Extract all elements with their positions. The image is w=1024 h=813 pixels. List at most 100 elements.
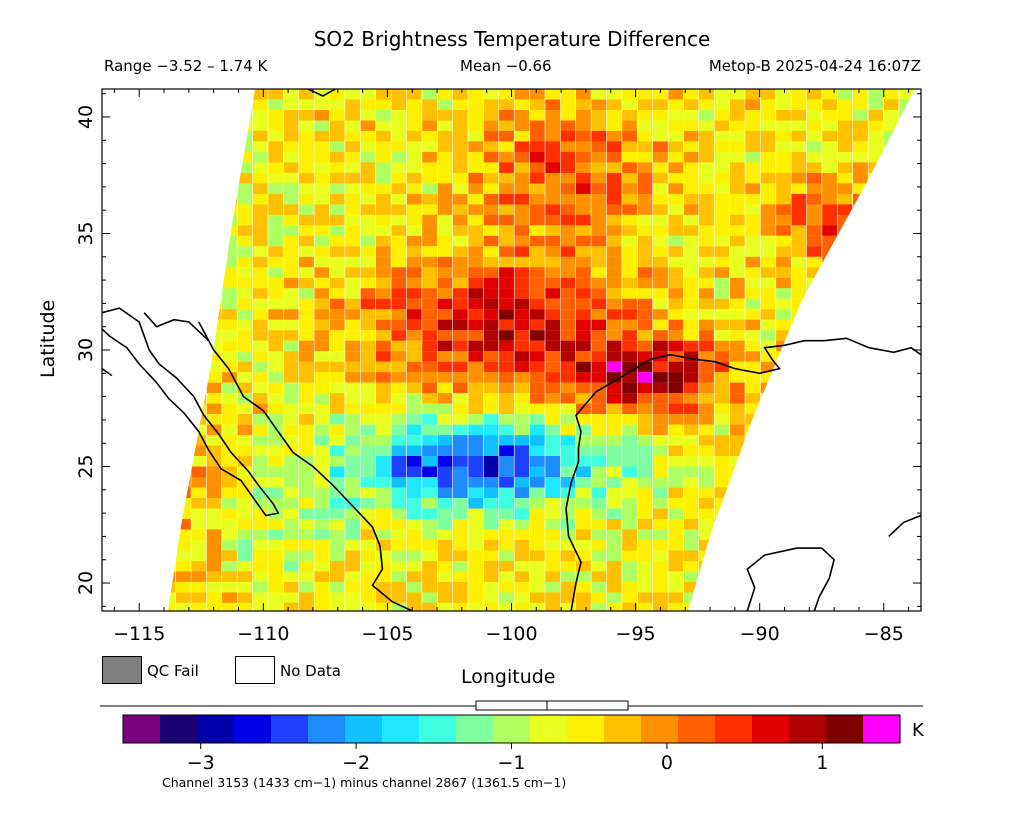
heatmap-cell bbox=[468, 99, 484, 111]
heatmap-cell bbox=[268, 330, 284, 341]
heatmap-cell bbox=[176, 151, 191, 163]
heatmap-cell bbox=[591, 393, 607, 404]
heatmap-cell bbox=[668, 267, 684, 278]
heatmap-cell bbox=[391, 130, 407, 142]
heatmap-cell bbox=[406, 393, 422, 404]
heatmap-cell bbox=[406, 351, 422, 362]
heatmap-cell bbox=[252, 309, 268, 320]
heatmap-cell bbox=[576, 235, 591, 247]
heatmap-cell bbox=[653, 225, 668, 236]
heatmap-cell bbox=[745, 477, 761, 488]
heatmap-cell bbox=[653, 602, 668, 611]
heatmap-cell bbox=[376, 204, 391, 215]
heatmap-cell bbox=[114, 330, 129, 341]
heatmap-cell bbox=[637, 456, 653, 467]
heatmap-cell bbox=[745, 225, 761, 236]
heatmap-cell bbox=[206, 539, 222, 551]
heatmap-cell bbox=[168, 120, 176, 132]
heatmap-cell bbox=[145, 509, 160, 520]
heatmap-cell bbox=[699, 477, 714, 488]
heatmap-cell bbox=[283, 235, 299, 247]
heatmap-cell bbox=[468, 477, 484, 488]
heatmap-cell bbox=[252, 235, 268, 247]
heatmap-cell bbox=[222, 602, 237, 611]
heatmap-cell bbox=[576, 592, 591, 603]
heatmap-cell bbox=[699, 110, 714, 121]
heatmap-cell bbox=[237, 351, 253, 362]
heatmap-cell bbox=[329, 445, 345, 457]
heatmap-cell bbox=[499, 267, 514, 278]
heatmap-cell bbox=[237, 382, 253, 394]
heatmap-cell bbox=[822, 445, 837, 457]
heatmap-cell bbox=[576, 204, 591, 215]
heatmap-cell bbox=[545, 477, 561, 488]
heatmap-cell bbox=[883, 361, 899, 373]
heatmap-cell bbox=[360, 193, 376, 205]
heatmap-cell bbox=[591, 613, 606, 624]
heatmap-cell bbox=[499, 445, 514, 457]
heatmap-cells bbox=[114, 89, 915, 624]
heatmap-cell bbox=[591, 372, 607, 383]
x-tick-label: −85 bbox=[864, 623, 904, 645]
heatmap-cell bbox=[899, 330, 914, 341]
heatmap-cell bbox=[345, 550, 360, 561]
heatmap-cell bbox=[268, 445, 284, 457]
heatmap-cell bbox=[591, 214, 607, 226]
heatmap-cell bbox=[822, 372, 837, 383]
heatmap-cell bbox=[729, 141, 745, 152]
heatmap-cell bbox=[576, 508, 591, 520]
heatmap-cell bbox=[776, 110, 791, 121]
heatmap-cell bbox=[683, 330, 699, 341]
heatmap-cell bbox=[130, 110, 145, 121]
heatmap-cell bbox=[376, 539, 391, 551]
heatmap-cell bbox=[329, 267, 345, 278]
heatmap-cell bbox=[391, 214, 407, 226]
heatmap-cell bbox=[637, 340, 653, 352]
heatmap-cell bbox=[191, 298, 207, 310]
colorbar-segment bbox=[493, 715, 531, 743]
heatmap-cell bbox=[714, 319, 730, 331]
heatmap-cell bbox=[729, 498, 745, 509]
heatmap-cell bbox=[468, 571, 484, 582]
heatmap-cell bbox=[576, 225, 591, 236]
heatmap-cell bbox=[729, 99, 745, 111]
heatmap-cell bbox=[606, 235, 622, 247]
heatmap-cell bbox=[668, 288, 684, 299]
heatmap-cell bbox=[914, 204, 915, 215]
heatmap-cell bbox=[822, 141, 837, 152]
heatmap-cell bbox=[299, 560, 314, 572]
heatmap-cell bbox=[514, 162, 530, 173]
heatmap-cell bbox=[806, 393, 822, 404]
heatmap-cell bbox=[791, 424, 807, 436]
heatmap-cell bbox=[729, 382, 745, 394]
heatmap-cell bbox=[130, 173, 145, 184]
heatmap-cell bbox=[452, 288, 468, 299]
heatmap-cell bbox=[206, 414, 222, 425]
heatmap-cell bbox=[853, 267, 868, 278]
heatmap-cell bbox=[545, 508, 561, 520]
heatmap-cell bbox=[899, 99, 914, 111]
heatmap-cell bbox=[222, 162, 237, 173]
heatmap-cell bbox=[622, 602, 637, 611]
heatmap-cell bbox=[806, 319, 822, 331]
heatmap-cell bbox=[391, 382, 407, 394]
heatmap-cell bbox=[514, 372, 530, 383]
heatmap-cell bbox=[252, 89, 268, 100]
heatmap-cell bbox=[168, 204, 176, 215]
heatmap-cell bbox=[222, 592, 237, 603]
heatmap-cell bbox=[914, 456, 915, 467]
heatmap-cell bbox=[668, 393, 684, 404]
heatmap-cell bbox=[545, 330, 561, 341]
y-axis-label: Latitude bbox=[37, 299, 59, 378]
heatmap-cell bbox=[360, 277, 376, 289]
heatmap-cell bbox=[883, 193, 899, 205]
heatmap-cell bbox=[406, 246, 422, 257]
heatmap-cell bbox=[329, 529, 345, 540]
heatmap-cell bbox=[714, 602, 730, 611]
heatmap-cell bbox=[545, 99, 561, 111]
heatmap-cell bbox=[837, 256, 853, 268]
heatmap-cell bbox=[376, 456, 391, 467]
heatmap-cell bbox=[637, 519, 653, 530]
heatmap-cell bbox=[468, 602, 484, 611]
heatmap-cell bbox=[853, 120, 868, 132]
